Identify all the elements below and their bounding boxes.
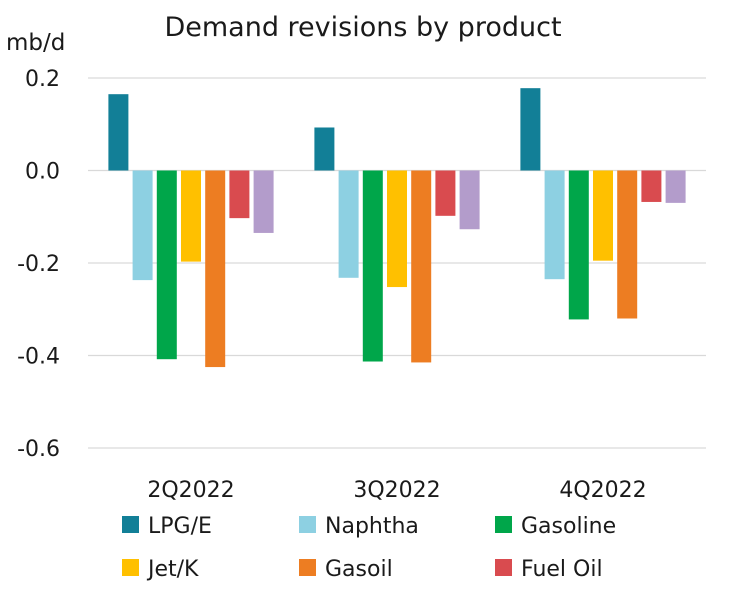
bar-naphtha-4q2022 bbox=[544, 170, 565, 280]
bar-gasoil-4q2022 bbox=[617, 170, 638, 319]
legend: LPG/E Naphtha Gasoline Jet/K Gasoil Fuel Oil bbox=[122, 514, 616, 582]
y-tick-label: -0.4 bbox=[17, 345, 60, 370]
bar-other-4q2022 bbox=[665, 170, 686, 203]
legend-swatch bbox=[299, 516, 316, 533]
category-label: 3Q2022 bbox=[353, 478, 440, 503]
category-label: 2Q2022 bbox=[147, 478, 234, 503]
y-tick-label: 0.0 bbox=[25, 160, 60, 185]
y-tick-label: -0.6 bbox=[17, 437, 60, 462]
legend-swatch bbox=[495, 516, 512, 533]
bar-jet-k-2q2022 bbox=[181, 170, 201, 262]
bar-naphtha-3q2022 bbox=[338, 170, 359, 278]
legend-label: LPG/E bbox=[148, 514, 212, 539]
category-labels: 2Q2022 3Q2022 4Q2022 bbox=[147, 478, 646, 503]
legend-label: Gasoil bbox=[325, 557, 393, 582]
bar-jet-k-3q2022 bbox=[387, 170, 407, 288]
bar-gasoil-2q2022 bbox=[205, 170, 226, 368]
bar-lpg-e-2q2022 bbox=[108, 94, 129, 171]
bar-other-3q2022 bbox=[459, 170, 480, 230]
legend-swatch bbox=[495, 559, 512, 576]
legend-swatch bbox=[122, 559, 139, 576]
bar-gasoline-4q2022 bbox=[568, 170, 589, 320]
bar-fuel-oil-2q2022 bbox=[229, 170, 250, 219]
legend-item-lpg-e: LPG/E bbox=[122, 514, 212, 539]
legend-label: Naphtha bbox=[325, 514, 419, 539]
bar-gasoline-3q2022 bbox=[362, 170, 383, 362]
bar-fuel-oil-3q2022 bbox=[435, 170, 456, 216]
legend-item-gasoil: Gasoil bbox=[299, 557, 393, 582]
legend-label: Jet/K bbox=[146, 557, 199, 582]
legend-label: Fuel Oil bbox=[521, 557, 603, 582]
bar-other-2q2022 bbox=[253, 170, 274, 233]
bar-jet-k-4q2022 bbox=[593, 170, 613, 261]
y-axis-label: mb/d bbox=[6, 30, 65, 56]
legend-item-gasoline: Gasoline bbox=[495, 514, 616, 539]
legend-swatch bbox=[299, 559, 316, 576]
y-tick-label: 0.2 bbox=[25, 67, 60, 92]
legend-item-jet-k: Jet/K bbox=[122, 557, 199, 582]
legend-label: Gasoline bbox=[521, 514, 616, 539]
bar-lpg-e-4q2022 bbox=[520, 88, 541, 171]
legend-item-fuel-oil: Fuel Oil bbox=[495, 557, 603, 582]
bar-naphtha-2q2022 bbox=[132, 170, 153, 281]
legend-item-naphtha: Naphtha bbox=[299, 514, 419, 539]
bar-gasoline-2q2022 bbox=[156, 170, 177, 360]
category-label: 4Q2022 bbox=[559, 478, 646, 503]
bars bbox=[108, 88, 686, 368]
y-tick-label: -0.2 bbox=[17, 252, 60, 277]
chart-title: Demand revisions by product bbox=[164, 12, 561, 43]
legend-swatch bbox=[122, 516, 139, 533]
bar-fuel-oil-4q2022 bbox=[641, 170, 662, 202]
y-tick-labels: 0.2 0.0 -0.2 -0.4 -0.6 bbox=[17, 67, 60, 462]
bar-lpg-e-3q2022 bbox=[314, 127, 335, 171]
bar-gasoil-3q2022 bbox=[411, 170, 432, 363]
